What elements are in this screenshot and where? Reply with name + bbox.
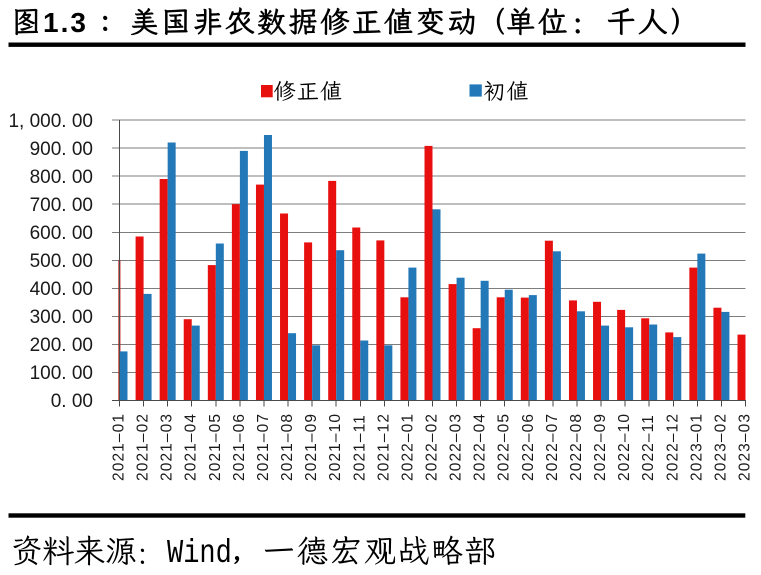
- svg-text:100. 00: 100. 00: [30, 363, 93, 384]
- svg-text:0. 00: 0. 00: [51, 391, 93, 412]
- svg-text:500. 00: 500. 00: [30, 251, 93, 272]
- svg-text:Wind: Wind: [167, 535, 232, 570]
- svg-text:2021–12: 2021–12: [375, 413, 392, 481]
- svg-text:2021–02: 2021–02: [135, 413, 152, 481]
- svg-text:2021–05: 2021–05: [207, 413, 224, 481]
- svg-text:2023–02: 2023–02: [712, 413, 729, 481]
- svg-text:2021–08: 2021–08: [279, 413, 296, 481]
- svg-text:2022–09: 2022–09: [592, 413, 609, 481]
- svg-text:600. 00: 600. 00: [30, 223, 93, 244]
- svg-text:2022–10: 2022–10: [616, 413, 633, 481]
- svg-text:1.3: 1.3: [43, 7, 88, 38]
- svg-text:900. 00: 900. 00: [30, 139, 93, 160]
- svg-text:2021–11: 2021–11: [351, 414, 368, 481]
- svg-text:2021–06: 2021–06: [231, 413, 248, 481]
- svg-text:300. 00: 300. 00: [30, 307, 93, 328]
- svg-text:800. 00: 800. 00: [30, 167, 93, 188]
- svg-text:1, 000. 00: 1, 000. 00: [8, 111, 93, 132]
- svg-text:2022–07: 2022–07: [544, 413, 561, 481]
- svg-text:2022–03: 2022–03: [448, 413, 465, 481]
- svg-text:2022–02: 2022–02: [424, 413, 441, 481]
- svg-text:2022–11: 2022–11: [640, 414, 657, 481]
- svg-text:2022–04: 2022–04: [472, 413, 489, 481]
- svg-text:2022–08: 2022–08: [568, 413, 585, 481]
- svg-text:2021–07: 2021–07: [255, 413, 272, 481]
- svg-text:2022–06: 2022–06: [520, 413, 537, 481]
- svg-text:2021–10: 2021–10: [327, 413, 344, 481]
- svg-text:2022–05: 2022–05: [496, 413, 513, 481]
- svg-text:2021–04: 2021–04: [183, 413, 200, 481]
- svg-text:2021–03: 2021–03: [159, 413, 176, 481]
- svg-text:200. 00: 200. 00: [30, 335, 93, 356]
- svg-text:2021–01: 2021–01: [111, 413, 128, 481]
- svg-text:400. 00: 400. 00: [30, 279, 93, 300]
- svg-text:2023–03: 2023–03: [737, 413, 754, 481]
- svg-text:2021–09: 2021–09: [303, 413, 320, 481]
- svg-text:2022–12: 2022–12: [664, 413, 681, 481]
- svg-text:2022–01: 2022–01: [399, 413, 416, 481]
- svg-text:2023–01: 2023–01: [688, 413, 705, 481]
- svg-text:700. 00: 700. 00: [30, 195, 93, 216]
